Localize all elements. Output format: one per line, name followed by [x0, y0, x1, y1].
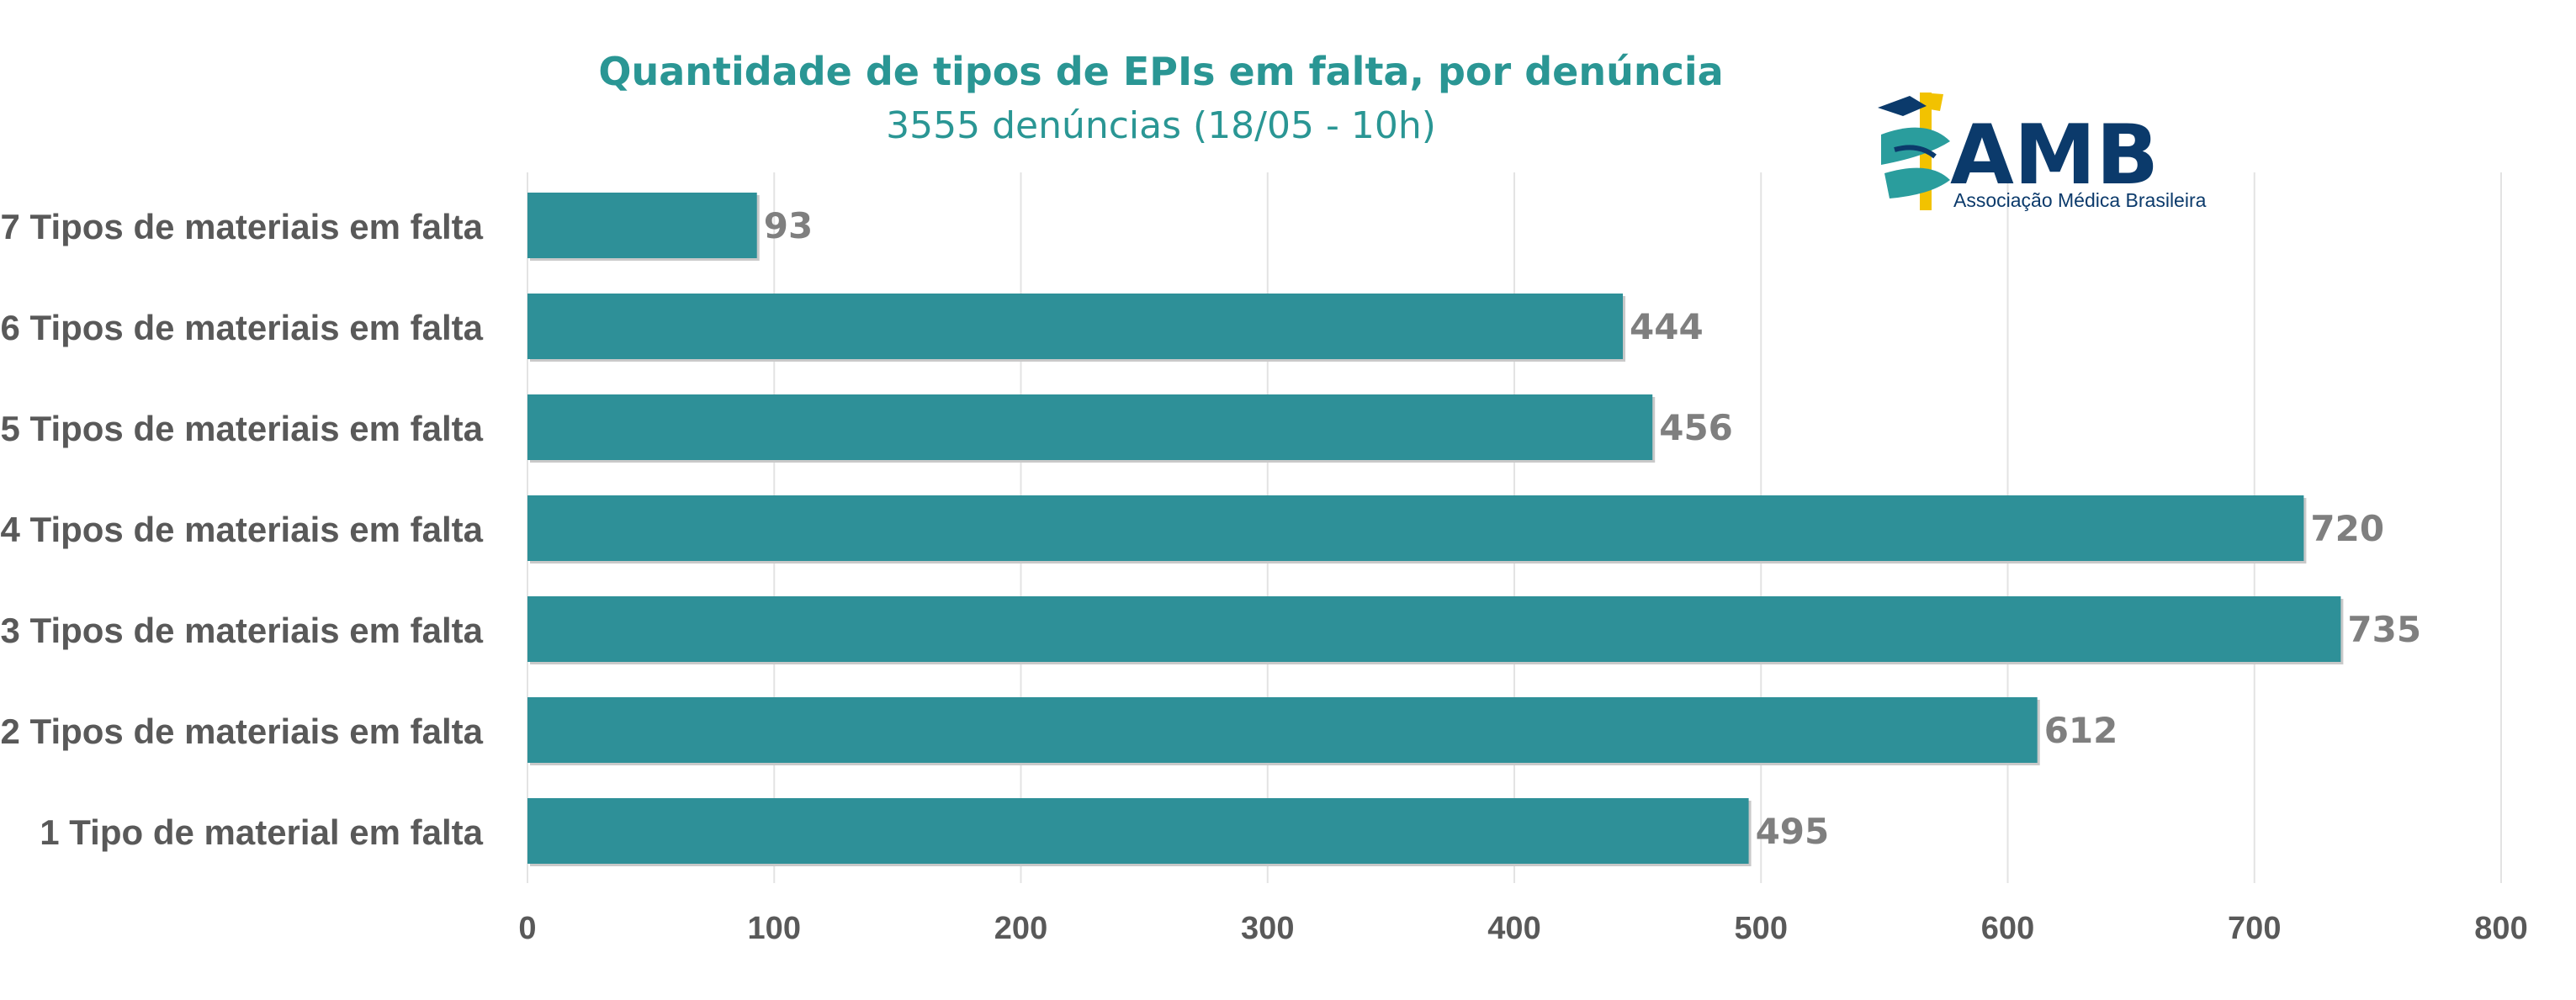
x-tick-label: 400	[1487, 911, 1540, 946]
value-labels: 93 444 456 720 735 612 495	[764, 205, 2421, 852]
category-label: 3 Tipos de materiais em falta	[1, 611, 484, 650]
bar	[527, 193, 757, 258]
category-label: 2 Tipos de materiais em falta	[1, 712, 484, 751]
category-label: 1 Tipo de material em falta	[40, 812, 483, 852]
bar	[527, 394, 1653, 460]
logo-tagline: Associação Médica Brasileira	[1953, 189, 2207, 211]
x-axis-tick-labels: 0 100 200 300 400 500 600 700 800	[518, 911, 2527, 946]
category-label: 6 Tipos de materiais em falta	[1, 308, 484, 347]
bar	[527, 798, 1749, 864]
x-tick-label: 0	[518, 911, 536, 946]
bar	[527, 495, 2304, 561]
bar	[527, 697, 2038, 763]
logo-name: AMB	[1950, 108, 2159, 204]
x-tick-label: 500	[1735, 911, 1788, 946]
x-tick-label: 600	[1981, 911, 2034, 946]
bars	[527, 193, 2344, 866]
bar	[527, 294, 1624, 359]
amb-logo: AMB Associação Médica Brasileira	[1878, 93, 2207, 211]
value-label: 456	[1659, 407, 1733, 448]
x-tick-label: 100	[748, 911, 801, 946]
x-tick-label: 200	[994, 911, 1047, 946]
value-label: 444	[1630, 306, 1704, 347]
category-label: 7 Tipos de materiais em falta	[1, 207, 484, 246]
x-tick-label: 800	[2474, 911, 2527, 946]
x-tick-label: 300	[1241, 911, 1294, 946]
category-label: 5 Tipos de materiais em falta	[1, 409, 484, 448]
chart-subtitle: 3555 denúncias (18/05 - 10h)	[886, 104, 1436, 147]
value-label: 612	[2044, 710, 2118, 751]
chart-title: Quantidade de tipos de EPIs em falta, po…	[598, 49, 1723, 94]
bar	[527, 596, 2341, 662]
value-label: 720	[2310, 508, 2384, 549]
category-labels: 7 Tipos de materiais em falta 6 Tipos de …	[1, 207, 484, 852]
value-label: 735	[2347, 609, 2421, 650]
caduceus-icon	[1878, 93, 1950, 210]
value-label: 495	[1756, 811, 1830, 852]
value-label: 93	[764, 205, 813, 246]
category-label: 4 Tipos de materiais em falta	[1, 510, 484, 549]
x-tick-label: 700	[2228, 911, 2281, 946]
